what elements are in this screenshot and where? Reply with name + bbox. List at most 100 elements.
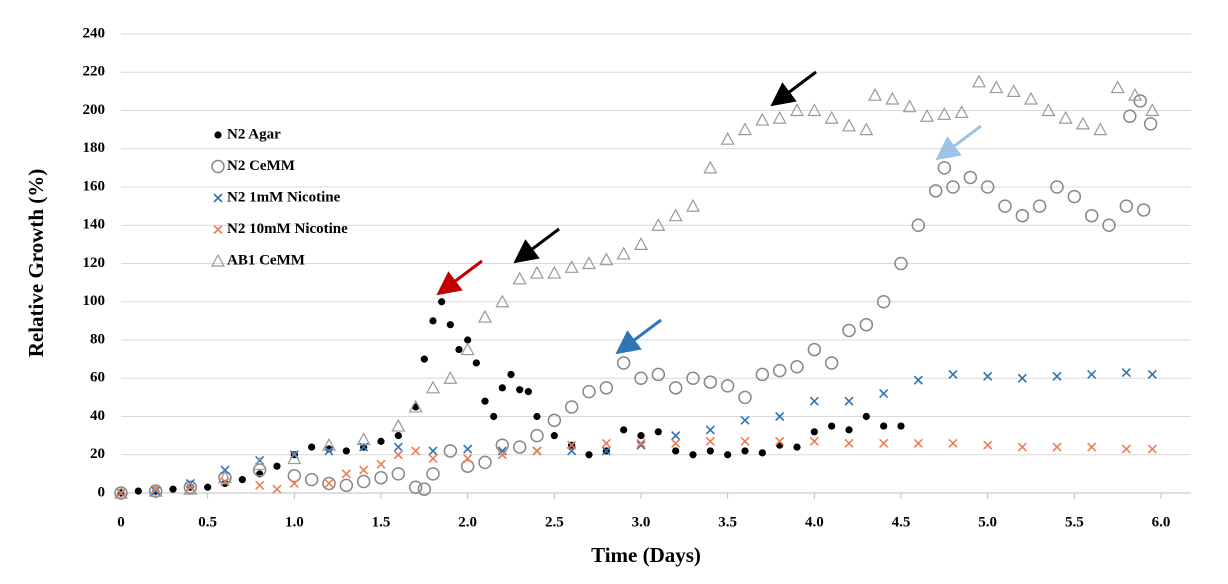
point: [740, 415, 750, 425]
point: [585, 451, 593, 459]
point: [426, 467, 440, 481]
point: [705, 425, 715, 435]
point: [706, 447, 714, 455]
point: [867, 87, 883, 101]
y-tick-label: 180: [83, 140, 106, 156]
point: [220, 476, 230, 487]
point: [356, 474, 371, 489]
x-tick-label: 5.5: [1065, 514, 1084, 530]
point: [845, 426, 853, 434]
point: [842, 323, 856, 338]
point: [1121, 444, 1131, 454]
y-tick-label: 240: [83, 25, 106, 41]
point: [408, 399, 423, 413]
point: [497, 446, 507, 456]
arrow: [436, 259, 483, 296]
point: [1147, 444, 1157, 454]
point: [550, 432, 558, 440]
point: [671, 431, 681, 441]
point: [1123, 109, 1137, 123]
point: [651, 367, 666, 382]
point: [498, 384, 506, 392]
point: [533, 412, 541, 421]
point: [776, 441, 784, 449]
point: [671, 438, 681, 448]
point: [636, 440, 646, 450]
point: [1015, 208, 1030, 223]
point: [1121, 367, 1131, 378]
point: [636, 438, 646, 448]
point: [1006, 84, 1021, 97]
point: [772, 363, 787, 378]
point: [913, 438, 923, 448]
point: [411, 446, 421, 456]
point: [862, 412, 870, 421]
point: [151, 484, 161, 494]
point: [1147, 369, 1157, 379]
point: [703, 160, 718, 174]
point: [1093, 122, 1108, 136]
point: [481, 397, 489, 405]
point: [507, 370, 515, 379]
point: [880, 422, 888, 430]
arrow: [770, 70, 817, 107]
point: [1087, 442, 1097, 452]
point: [879, 388, 889, 399]
point: [183, 480, 198, 495]
point: [308, 443, 316, 451]
point: [828, 422, 836, 430]
point: [1032, 199, 1047, 213]
point: [252, 457, 267, 470]
point: [724, 451, 732, 459]
point: [775, 411, 785, 422]
point: [391, 418, 406, 432]
point: [672, 447, 680, 455]
point: [654, 428, 662, 436]
point: [902, 99, 917, 113]
y-tick-label: 160: [83, 178, 106, 194]
arrow: [935, 124, 982, 161]
point: [529, 265, 545, 279]
point: [720, 379, 735, 393]
point: [420, 355, 428, 363]
point: [148, 483, 163, 497]
legend-text: N2 CeMM: [227, 158, 295, 174]
point: [741, 447, 749, 455]
point: [217, 470, 233, 484]
point: [169, 485, 177, 493]
point: [1067, 189, 1082, 204]
point: [464, 336, 472, 344]
point: [582, 384, 596, 399]
x-tick-label: 3.5: [718, 514, 737, 530]
x-tick-label: 1.0: [285, 514, 304, 530]
point: [238, 476, 246, 484]
series: [116, 367, 1157, 498]
legend: N2 Agar N2 CeMM N2 1mM Nicotine N2 10mM Nic…: [210, 126, 348, 268]
point: [1052, 442, 1062, 452]
point: [220, 465, 230, 475]
y-tick-label: 40: [90, 408, 105, 424]
x-tick-label: 2.5: [545, 514, 564, 530]
point: [322, 476, 336, 491]
point: [1143, 117, 1158, 131]
x-tick-label: 2.0: [458, 514, 477, 530]
y-axis-title: Relative Growth (%): [24, 169, 48, 358]
point: [1087, 369, 1097, 379]
point: [668, 208, 683, 222]
legend-text: N2 10mM Nicotine: [227, 221, 348, 237]
legend-symbol: [214, 131, 222, 139]
point: [567, 440, 577, 450]
point: [948, 369, 958, 379]
point: [113, 485, 129, 499]
point: [393, 450, 403, 460]
series: [114, 94, 1158, 500]
point: [151, 486, 161, 496]
point: [790, 360, 804, 374]
legend-symbol: [213, 224, 223, 235]
point: [954, 105, 969, 119]
point: [321, 437, 337, 451]
point: [1075, 116, 1091, 130]
point: [807, 342, 822, 357]
point: [911, 218, 926, 232]
legend-symbol: [210, 253, 226, 267]
